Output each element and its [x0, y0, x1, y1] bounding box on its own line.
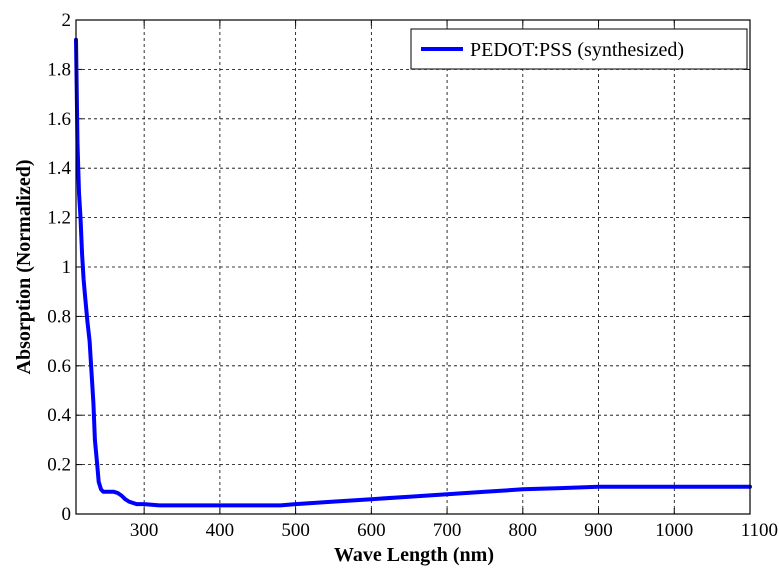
x-tick-label: 400 — [206, 520, 235, 541]
legend-box — [410, 28, 748, 70]
x-tick-label: 700 — [433, 520, 462, 541]
series-line — [74, 37, 752, 508]
x-tick-label: 600 — [357, 520, 386, 541]
y-tick-label: 1 — [62, 257, 72, 278]
y-tick-labels: 0 0.2 0.4 0.6 0.8 1 1.2 1.4 1.6 1.8 2 — [47, 10, 71, 525]
y-tick-label: 0.2 — [47, 455, 71, 476]
y-tick-label: 1.2 — [47, 208, 71, 229]
plot-frame — [75, 19, 751, 515]
x-axis-title: Wave Length (nm) — [334, 544, 494, 566]
x-tick-label: 800 — [509, 520, 538, 541]
x-tick-label: 1100 — [741, 520, 778, 541]
y-axis-title: Absorption (Normalized) — [13, 160, 35, 375]
y-tick-label: 0.4 — [47, 405, 71, 426]
y-tick-label: 1.8 — [47, 59, 71, 80]
x-tick-label: 900 — [584, 520, 613, 541]
y-tick-label: 0.8 — [47, 306, 71, 327]
legend: PEDOT:PSS (synthesized) — [410, 28, 748, 70]
legend-label: PEDOT:PSS (synthesized) — [470, 39, 684, 61]
y-tick-label: 1.4 — [47, 158, 71, 179]
x-tick-labels: 300 400 500 600 700 800 900 1000 1100 — [130, 520, 778, 541]
y-tick-label: 2 — [62, 10, 72, 31]
y-tick-label: 0 — [62, 504, 72, 525]
x-tick-label: 300 — [130, 520, 159, 541]
series-layer — [74, 37, 752, 508]
x-tick-label: 500 — [281, 520, 310, 541]
y-tick-label: 0.6 — [47, 356, 71, 377]
x-tick-label: 1000 — [655, 520, 693, 541]
grid-lines — [76, 20, 750, 514]
y-tick-label: 1.6 — [47, 109, 71, 130]
